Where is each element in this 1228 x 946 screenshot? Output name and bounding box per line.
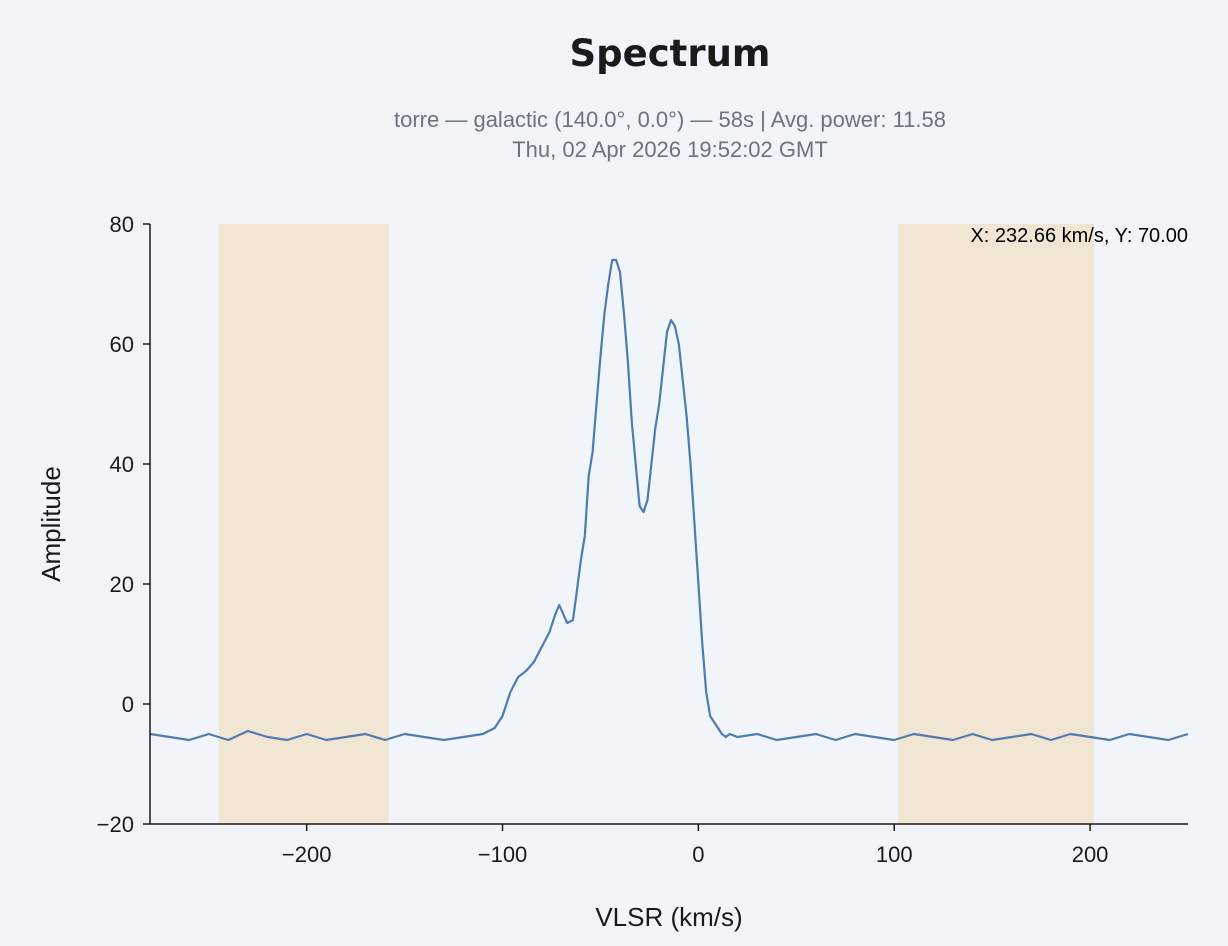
- x-tick-label: −100: [478, 842, 528, 867]
- series-group: [149, 258, 1189, 742]
- series-line-1: [149, 258, 1189, 742]
- y-tick-label: 0: [122, 692, 134, 717]
- x-tick-label: 200: [1072, 842, 1109, 867]
- y-tick-label: 40: [110, 452, 134, 477]
- x-tick-label: 0: [692, 842, 704, 867]
- y-tick-label: 80: [110, 212, 134, 237]
- x-axis-label: VLSR (km/s): [595, 902, 742, 932]
- chart-subtitle-line2: Thu, 02 Apr 2026 19:52:02 GMT: [512, 137, 828, 162]
- y-tick-label: 60: [110, 332, 134, 357]
- chart-subtitle-line1: torre — galactic (140.0°, 0.0°) — 58s | …: [394, 107, 946, 132]
- chart-title: Spectrum: [570, 32, 771, 75]
- y-tick-label: 20: [110, 572, 134, 597]
- y-axis-label: Amplitude: [36, 466, 66, 582]
- y-tick-label: −20: [97, 812, 134, 837]
- x-tick-label: 100: [876, 842, 913, 867]
- shaded-region-2: [898, 224, 1094, 824]
- cursor-readout: X: 232.66 km/s, Y: 70.00: [970, 225, 1188, 247]
- x-tick-label: −200: [282, 842, 332, 867]
- shaded-regions: [218, 224, 1094, 824]
- shaded-region-1: [218, 224, 389, 824]
